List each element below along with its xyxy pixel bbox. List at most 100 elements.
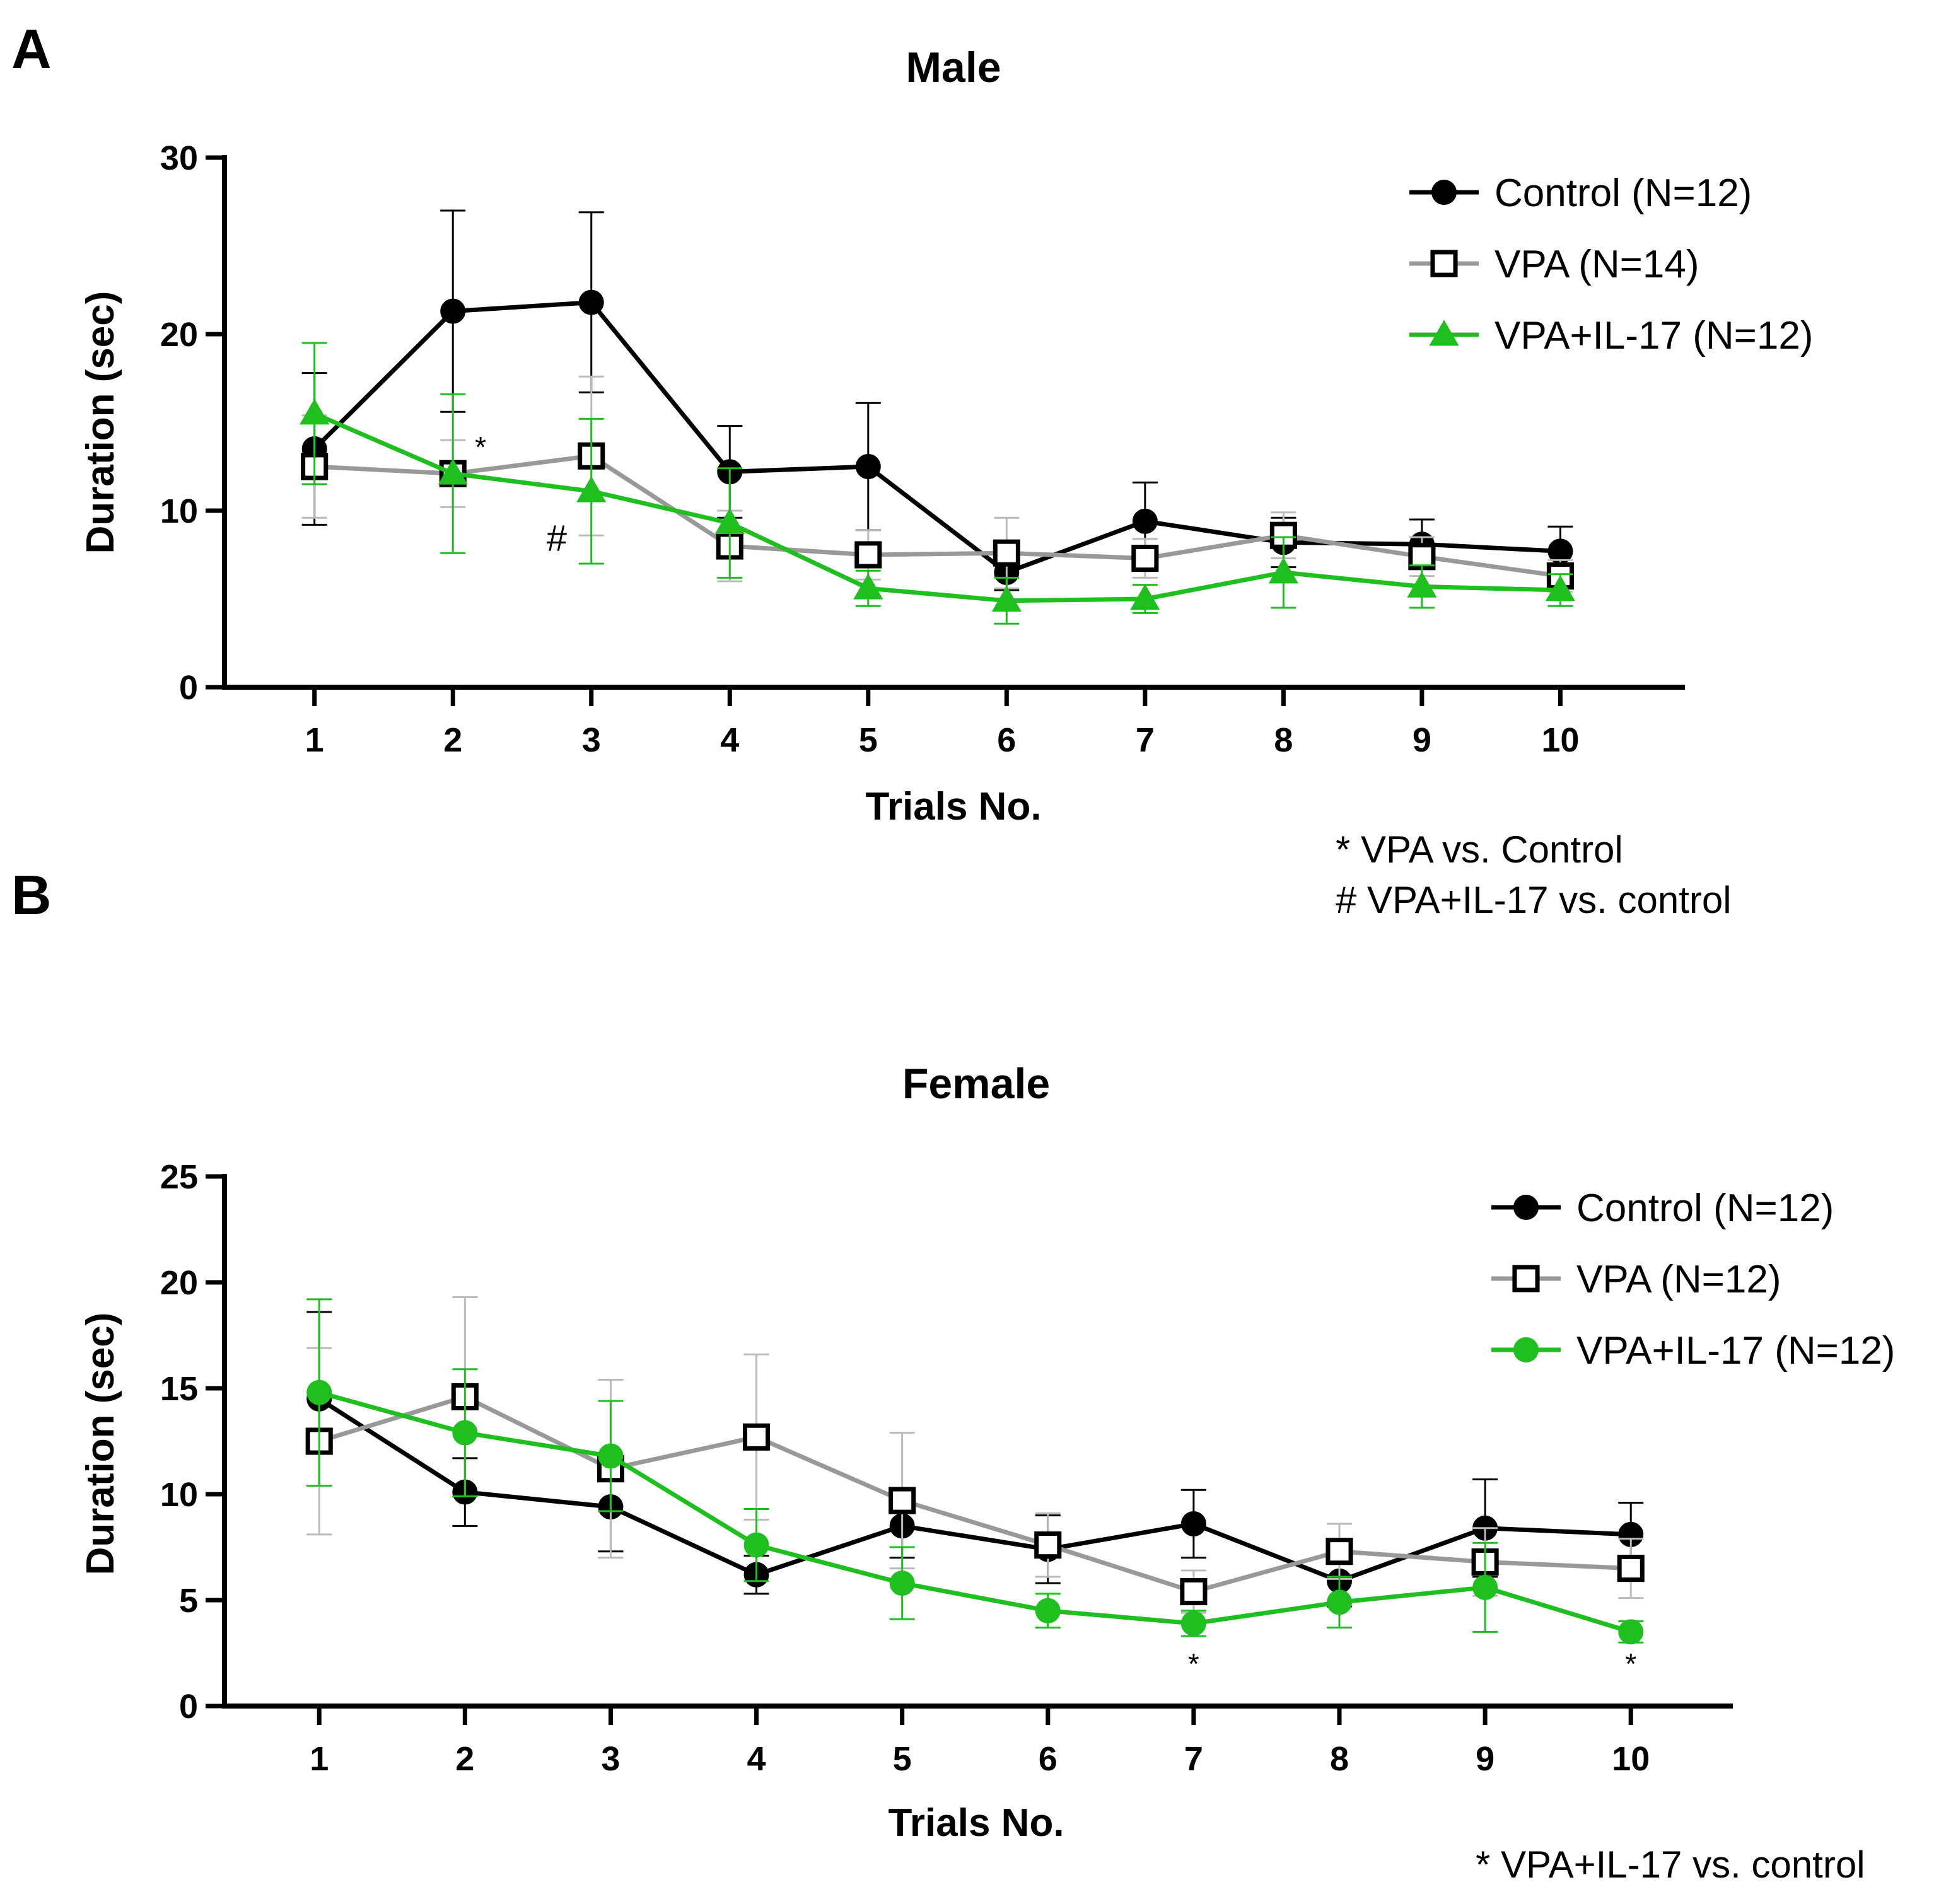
y-axis-label: Duration (sec) bbox=[79, 1313, 122, 1576]
x-tick-label: 5 bbox=[893, 1740, 912, 1778]
data-point bbox=[1131, 545, 1159, 572]
data-point bbox=[853, 573, 883, 600]
legend-label: VPA (N=12) bbox=[1576, 1258, 1781, 1301]
panel-letter-a: A bbox=[11, 18, 52, 80]
x-tick-label: 7 bbox=[1184, 1740, 1203, 1778]
series-line bbox=[313, 411, 1561, 603]
data-point bbox=[1180, 1578, 1208, 1606]
data-point bbox=[743, 1532, 769, 1558]
legend-label: Control (N=12) bbox=[1576, 1187, 1834, 1230]
y-tick-label: 25 bbox=[160, 1158, 198, 1196]
series-line bbox=[314, 453, 1561, 579]
chart-female: Female Trials No. Duration (sec) 0510152… bbox=[79, 1060, 1895, 1845]
series-vpa-n-12- bbox=[305, 1296, 1645, 1614]
legend-marker bbox=[1512, 1265, 1540, 1292]
x-tick-label: 9 bbox=[1413, 721, 1431, 759]
x-tick-label: 10 bbox=[1612, 1740, 1650, 1778]
x-tick-label: 7 bbox=[1136, 721, 1155, 759]
data-point bbox=[714, 508, 745, 534]
legend-marker bbox=[1513, 1337, 1539, 1362]
series-layer bbox=[300, 209, 1575, 625]
data-point bbox=[1472, 1574, 1498, 1600]
significance-mark: * bbox=[1625, 1647, 1636, 1680]
x-tick-label: 6 bbox=[1039, 1740, 1057, 1778]
legend-marker bbox=[1431, 180, 1457, 205]
x-tick-label: 6 bbox=[997, 721, 1016, 759]
x-tick-label: 1 bbox=[310, 1740, 329, 1778]
axes: 0 10 20 30 1 2 3 4 5 6 7 8 9 10 bbox=[160, 139, 1685, 759]
legend-entry: VPA+IL-17 (N=12) bbox=[1409, 314, 1813, 357]
significance-note: # VPA+IL-17 vs. control bbox=[1336, 879, 1732, 921]
data-point bbox=[855, 454, 881, 479]
x-tick-label: 4 bbox=[747, 1740, 766, 1778]
data-point bbox=[1180, 1511, 1206, 1537]
x-tick-label: 5 bbox=[859, 721, 878, 759]
annotations: * * bbox=[1188, 1647, 1636, 1680]
data-point bbox=[1325, 1538, 1353, 1565]
x-tick-label: 8 bbox=[1274, 721, 1293, 759]
legend: Control (N=12) VPA (N=12) VPA+IL-17 (N=12) bbox=[1491, 1187, 1895, 1373]
legend-entry: VPA (N=14) bbox=[1409, 243, 1699, 286]
series-control-n-12- bbox=[301, 209, 1573, 591]
data-point bbox=[743, 1423, 771, 1451]
x-tick-label: 4 bbox=[720, 721, 739, 759]
y-tick-label: 5 bbox=[179, 1582, 198, 1620]
legend-label: VPA+IL-17 (N=12) bbox=[1494, 314, 1813, 357]
y-tick-label: 0 bbox=[179, 669, 198, 707]
series-control-n-12- bbox=[306, 1311, 1644, 1608]
chart-title: Male bbox=[906, 44, 1001, 91]
data-point bbox=[440, 298, 466, 324]
series-vpa-il-17-n-12- bbox=[300, 342, 1575, 625]
data-point bbox=[1132, 508, 1158, 534]
data-point bbox=[1327, 1589, 1352, 1615]
data-point bbox=[578, 289, 604, 315]
series-line bbox=[318, 1396, 1631, 1584]
panel-letter-b: B bbox=[11, 864, 52, 926]
y-tick-label: 20 bbox=[160, 1264, 198, 1302]
series-vpa-n-14- bbox=[301, 375, 1574, 593]
x-tick-label: 9 bbox=[1476, 1740, 1494, 1778]
data-point bbox=[306, 1379, 332, 1405]
x-axis-label: Trials No. bbox=[888, 1801, 1064, 1845]
series-vpa-il-17-n-12- bbox=[306, 1298, 1644, 1645]
legend-label: VPA+IL-17 (N=12) bbox=[1576, 1329, 1895, 1373]
legend-entry: VPA+IL-17 (N=12) bbox=[1491, 1329, 1895, 1373]
data-point bbox=[1617, 1555, 1645, 1582]
y-tick-label: 10 bbox=[160, 1476, 198, 1514]
data-point bbox=[1034, 1531, 1062, 1559]
y-tick-label: 10 bbox=[160, 492, 198, 530]
data-point bbox=[889, 1487, 916, 1514]
x-tick-label: 3 bbox=[601, 1740, 620, 1778]
y-tick-label: 0 bbox=[179, 1688, 198, 1726]
x-axis-label: Trials No. bbox=[865, 785, 1041, 828]
data-point bbox=[576, 476, 607, 502]
legend-marker bbox=[1430, 250, 1458, 277]
axes: 0 5 10 15 20 25 1 2 3 4 5 6 7 8 9 10 bbox=[160, 1158, 1733, 1778]
legend-label: Control (N=12) bbox=[1494, 171, 1752, 215]
data-point bbox=[1035, 1598, 1061, 1623]
x-tick-label: 8 bbox=[1330, 1740, 1349, 1778]
series-layer bbox=[305, 1296, 1645, 1645]
significance-mark: * bbox=[1188, 1647, 1199, 1680]
significance-note: * VPA vs. Control bbox=[1336, 828, 1623, 871]
data-point bbox=[993, 539, 1020, 567]
y-tick-label: 15 bbox=[160, 1370, 198, 1408]
legend-label: VPA (N=14) bbox=[1494, 243, 1699, 286]
x-tick-label: 2 bbox=[443, 721, 462, 759]
legend-entry: VPA (N=12) bbox=[1491, 1258, 1781, 1301]
data-point bbox=[1407, 571, 1437, 598]
x-tick-label: 2 bbox=[455, 1740, 474, 1778]
significance-mark: # bbox=[547, 518, 567, 559]
chart-title: Female bbox=[902, 1060, 1050, 1108]
data-point bbox=[1130, 584, 1160, 610]
series-line bbox=[318, 1394, 1631, 1594]
legend-entry: Control (N=12) bbox=[1409, 171, 1752, 215]
y-axis-label: Duration (sec) bbox=[79, 291, 122, 554]
data-point bbox=[452, 1420, 478, 1446]
y-tick-label: 20 bbox=[160, 316, 198, 354]
legend: Control (N=12) VPA (N=14) VPA+IL-17 (N=12) bbox=[1409, 171, 1813, 357]
data-point bbox=[1618, 1619, 1644, 1645]
x-tick-label: 1 bbox=[305, 721, 324, 759]
data-point bbox=[854, 541, 882, 569]
